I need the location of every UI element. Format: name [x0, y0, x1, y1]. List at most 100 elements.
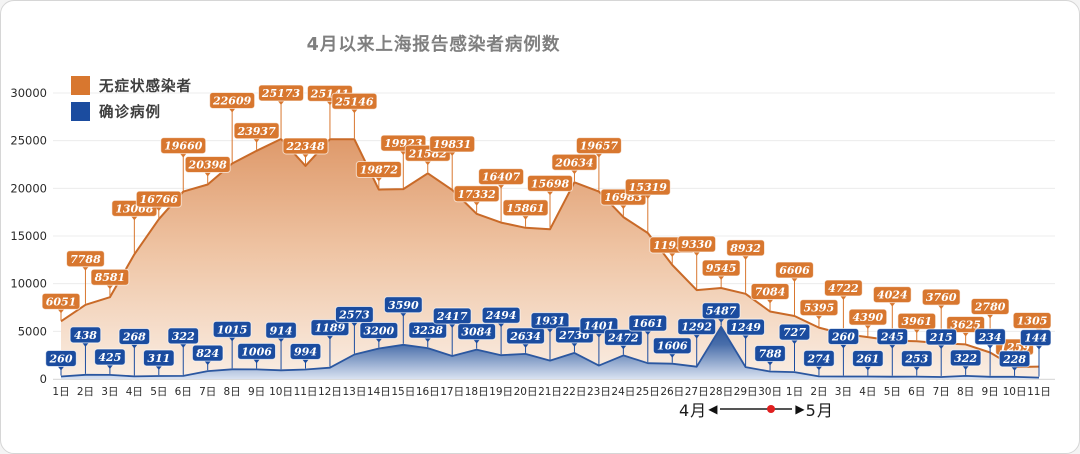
- label-pointer: [522, 343, 530, 348]
- x-axis-label: 10日: [1003, 386, 1027, 398]
- data-label-bubble: [160, 137, 207, 155]
- data-label-bubble: [827, 328, 860, 346]
- data-label: 425: [98, 351, 121, 364]
- label-pointer: [253, 358, 261, 364]
- data-label: 260: [831, 331, 855, 344]
- x-axis-label: 6日: [175, 386, 192, 398]
- data-label: 788: [759, 347, 782, 360]
- label-pointer: [473, 339, 481, 344]
- data-label-bubble: [383, 296, 423, 314]
- month-range-indicator: 4月 ◀ ▶ 5月: [679, 397, 834, 421]
- x-axis-label: 24日: [611, 386, 635, 398]
- data-label-bubble: [701, 259, 741, 277]
- data-label-bubble: [502, 199, 549, 217]
- x-axis-label: 11日: [1027, 386, 1051, 398]
- data-label-bubble: [701, 302, 741, 320]
- label-pointer: [1011, 366, 1019, 371]
- data-label: 3200: [364, 324, 395, 337]
- label-pointer: [717, 318, 725, 323]
- data-label: 9330: [681, 238, 712, 251]
- data-label: 15698: [531, 177, 570, 190]
- label-pointer: [742, 334, 750, 340]
- data-label-bubble: [265, 321, 297, 339]
- right-arrow-icon: ▶: [795, 402, 805, 416]
- x-axis-label: 26日: [660, 386, 684, 398]
- data-label: 5395: [804, 302, 835, 315]
- label-pointer: [204, 360, 212, 366]
- label-pointer: [179, 153, 187, 158]
- label-pointer: [81, 342, 89, 347]
- x-axis-label: 11日: [294, 386, 318, 398]
- x-axis-label: 2日: [810, 386, 827, 398]
- data-label-bubble: [94, 348, 126, 366]
- data-label: 19657: [580, 140, 619, 153]
- data-label-bubble: [603, 328, 643, 346]
- data-label: 1931: [535, 315, 566, 328]
- legend-item-asymptomatic: 无症状感染者: [71, 72, 192, 98]
- label-pointer: [644, 194, 652, 199]
- x-axis: 1日 2日 3日 4日 5日 6日 7日 8日 9日 10日 11日 12日 13日 14日 15日 16日 1…: [52, 386, 1051, 398]
- data-label-bubble: [628, 314, 668, 332]
- data-label-bubble: [527, 174, 573, 192]
- y-axis-label: 25000: [10, 134, 47, 148]
- data-label: 215: [929, 331, 953, 344]
- data-label: 274: [806, 352, 830, 365]
- data-label-bubble: [1019, 329, 1052, 347]
- data-label: 1292: [681, 321, 712, 334]
- data-label-bubble: [750, 282, 790, 300]
- data-label: 16766: [140, 193, 179, 206]
- data-label-bubble: [970, 297, 1010, 315]
- label-pointer: [1035, 345, 1043, 350]
- label-pointer: [424, 160, 432, 166]
- x-axis-label: 23日: [587, 386, 611, 398]
- data-label: 994: [294, 346, 317, 359]
- y-axis-label: 10000: [10, 277, 47, 291]
- x-axis-label: 16日: [416, 386, 440, 398]
- x-axis-label: 19日: [489, 386, 513, 398]
- data-label: 1006: [241, 345, 272, 358]
- label-pointer: [986, 344, 994, 349]
- data-label: 2417: [436, 310, 468, 323]
- data-label-bubble: [289, 343, 322, 361]
- data-label-bubble: [799, 299, 839, 317]
- data-label-bubble: [233, 122, 280, 140]
- data-label-bubble: [453, 185, 500, 203]
- x-axis-label: 8日: [224, 386, 241, 398]
- data-label-bubble: [530, 312, 570, 330]
- label-pointer: [595, 333, 603, 338]
- data-label-bubble: [946, 315, 986, 333]
- label-pointer: [277, 337, 285, 343]
- data-label-bubble: [824, 279, 863, 297]
- x-axis-label: 27日: [685, 386, 709, 398]
- data-label-bubble: [925, 328, 958, 346]
- data-label: 253: [904, 353, 928, 366]
- data-label-bubble: [897, 312, 937, 330]
- x-axis-label: 22日: [563, 386, 587, 398]
- data-label: 1015: [217, 323, 248, 336]
- data-label: 19872: [360, 164, 399, 177]
- data-label: 3961: [901, 315, 932, 328]
- label-pointer: [864, 324, 872, 330]
- data-label-bubble: [624, 178, 671, 196]
- confirmed-swatch-icon: [71, 101, 90, 121]
- label-pointer: [130, 343, 138, 349]
- data-label-bubble: [432, 307, 472, 325]
- x-axis-label: 3日: [101, 386, 118, 398]
- data-label: 19660: [164, 140, 203, 153]
- label-pointer: [302, 153, 309, 158]
- x-axis-label: 18日: [465, 386, 489, 398]
- data-label: 16407: [482, 171, 521, 184]
- data-label: 7788: [70, 253, 101, 266]
- data-label-bubble: [45, 350, 77, 368]
- label-pointer: [106, 364, 114, 369]
- label-pointer: [815, 365, 823, 371]
- label-pointer: [766, 360, 774, 366]
- x-axis-label: 12日: [318, 386, 342, 398]
- data-label: 20398: [188, 159, 228, 172]
- current-position-dot: [766, 405, 775, 413]
- data-label-bubble: [949, 349, 982, 367]
- data-label: 2494: [485, 309, 517, 322]
- label-pointer: [570, 169, 578, 175]
- data-label: 228: [1002, 353, 1026, 366]
- label-pointer: [888, 344, 896, 349]
